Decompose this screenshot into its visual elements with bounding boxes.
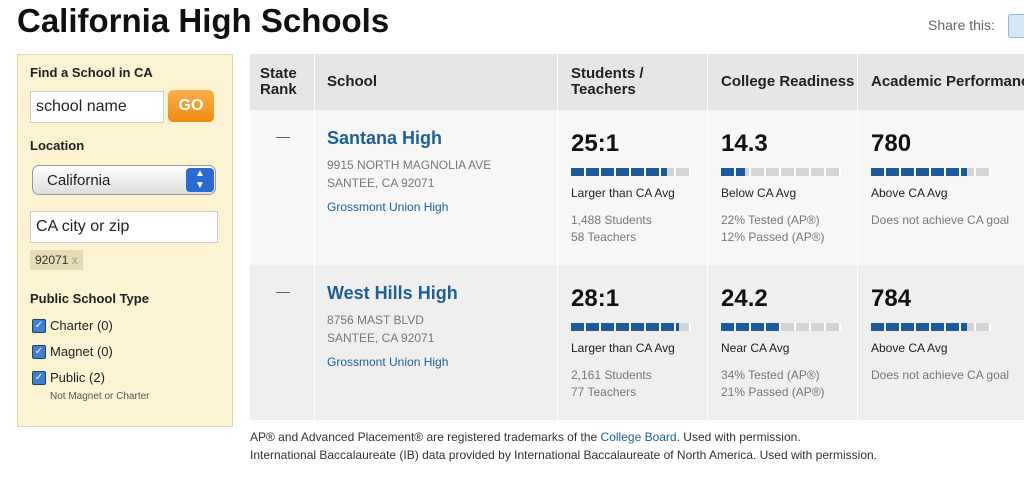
meter-segments — [571, 168, 691, 176]
column-header: School — [315, 54, 558, 110]
stat-detail: 12% Passed (AP®) — [721, 230, 825, 244]
stat-detail: 77 Teachers — [571, 385, 637, 399]
page-title: California High Schools — [17, 2, 390, 39]
meter-segments — [571, 323, 691, 331]
meter-segments — [871, 168, 991, 176]
school-name[interactable]: West Hills High — [327, 283, 458, 303]
select-arrow[interactable]: ▲ ▼ — [186, 168, 214, 192]
stat-detail: 34% Tested (AP®) — [721, 368, 820, 382]
school-address: 8756 MAST BLVD — [327, 313, 424, 327]
school-address: 9915 NORTH MAGNOLIA AVE — [327, 158, 492, 172]
stat-note: Below CA Avg — [721, 186, 797, 200]
meter-segments — [871, 323, 991, 331]
stat-detail: 22% Tested (AP®) — [721, 213, 820, 227]
rating-meter — [571, 168, 691, 176]
share-icon[interactable] — [1008, 14, 1024, 38]
table-cell: West Hills High 8756 MAST BLVD SANTEE, CA … — [315, 265, 558, 420]
table-cell: 24.2 Near CA Avg 34% Tested (AP®) 21% Passe… — [708, 265, 858, 420]
meter-segments — [721, 168, 841, 176]
column-header: State Rank — [250, 54, 315, 110]
table-cell: Santana High 9915 NORTH MAGNOLIA AVE SANTE… — [315, 110, 558, 265]
rating-meter — [571, 323, 691, 331]
footer-text: AP® and Advanced Placement® are register… — [250, 430, 598, 444]
filter-tag: 92071 x — [30, 250, 83, 270]
table-cell: — — [250, 265, 315, 420]
checkbox-label[interactable]: Public (2) — [50, 370, 105, 385]
share-label: Share this: — [928, 17, 995, 33]
checkbox[interactable]: ✓ — [32, 371, 46, 385]
stat-value: 784 — [871, 285, 912, 312]
tag-remove[interactable]: x — [71, 253, 78, 267]
footer-line: AP® and Advanced Placement® are register… — [250, 430, 801, 444]
stat-note: Above CA Avg — [871, 186, 948, 200]
table-row: — West Hills High 8756 MAST BLVD SANTEE, CA… — [250, 265, 1024, 420]
school-district[interactable]: Grossmont Union High — [327, 200, 449, 214]
stat-value: 25:1 — [571, 130, 620, 157]
search-panel: Find a School in CA school name GO Locat… — [17, 54, 233, 427]
table-cell: 25:1 Larger than CA Avg 1,488 Students 58 T… — [558, 110, 708, 265]
table-cell: 28:1 Larger than CA Avg 2,161 Students 77 T… — [558, 265, 708, 420]
stat-value: 780 — [871, 130, 912, 157]
rating-meter — [871, 323, 991, 331]
stat-note: Larger than CA Avg — [571, 186, 675, 200]
stat-note: Above CA Avg — [871, 341, 948, 355]
footer-line: International Baccalaureate (IB) data pr… — [250, 448, 877, 462]
checkbox-label[interactable]: Charter (0) — [50, 318, 113, 333]
footer-link[interactable]: College Board — [600, 430, 677, 444]
school-name[interactable]: Santana High — [327, 128, 443, 148]
rating-meter — [721, 323, 841, 331]
checkbox[interactable]: ✓ — [32, 345, 46, 359]
rating-meter — [721, 168, 841, 176]
column-header: Students / Teachers — [558, 54, 708, 110]
city-input[interactable]: CA city or zip — [30, 211, 218, 243]
state-rank: — — [276, 128, 290, 144]
stat-detail: 21% Passed (AP®) — [721, 385, 825, 399]
stat-value: 14.3 — [721, 130, 768, 157]
checkbox-label[interactable]: Magnet (0) — [50, 344, 113, 359]
table-cell: — — [250, 110, 315, 265]
meter-segments — [721, 323, 841, 331]
filter-tag-text: 92071 — [35, 253, 69, 267]
stat-detail: Does not achieve CA goal — [871, 368, 1010, 382]
stat-value: 28:1 — [571, 285, 620, 312]
rating-meter — [871, 168, 991, 176]
stat-detail: 58 Teachers — [571, 230, 637, 244]
type-label: Public School Type — [30, 291, 149, 306]
school-address: SANTEE, CA 92071 — [327, 176, 435, 190]
footer-text: . Used with permission. — [676, 430, 801, 444]
stat-value: 24.2 — [721, 285, 768, 312]
go-button[interactable]: GO — [168, 90, 214, 122]
stat-note: Near CA Avg — [721, 341, 790, 355]
school-address: SANTEE, CA 92071 — [327, 331, 435, 345]
school-district[interactable]: Grossmont Union High — [327, 355, 449, 369]
location-label: Location — [30, 138, 85, 153]
public-note: Not Magnet or Charter — [50, 391, 150, 402]
table-row: — Santana High 9915 NORTH MAGNOLIA AVE SANT… — [250, 110, 1024, 265]
column-header: College Readiness — [708, 54, 858, 110]
table-cell: 14.3 Below CA Avg 22% Tested (AP®) 12% Pass… — [708, 110, 858, 265]
table-cell: 780 Above CA Avg Does not achieve CA goal — [858, 110, 1024, 265]
table-cell: 784 Above CA Avg Does not achieve CA goal — [858, 265, 1024, 420]
stat-detail: 1,488 Students — [571, 213, 652, 227]
state-rank: — — [276, 283, 290, 299]
state-select[interactable]: California — [32, 165, 216, 195]
column-header: Academic Performance — [858, 54, 1024, 110]
checkbox[interactable]: ✓ — [32, 319, 46, 333]
school-table: State Rank School Students / Teachers Colle… — [250, 54, 1024, 420]
stat-detail: 2,161 Students — [571, 368, 652, 382]
stat-detail: Does not achieve CA goal — [871, 213, 1010, 227]
panel-heading: Find a School in CA — [30, 65, 153, 80]
search-input[interactable]: school name — [30, 91, 164, 123]
stat-note: Larger than CA Avg — [571, 341, 675, 355]
